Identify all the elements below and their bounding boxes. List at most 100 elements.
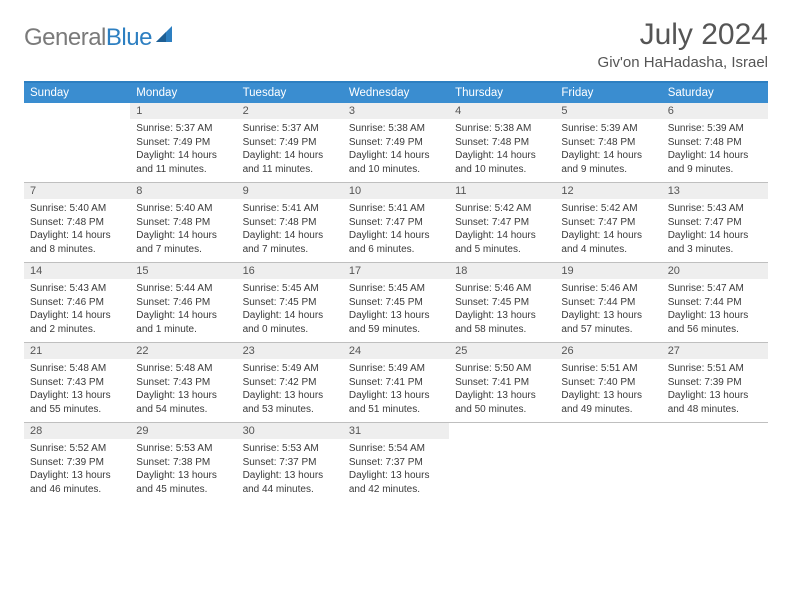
sunset-text: Sunset: 7:47 PM <box>455 216 549 230</box>
daylight-text: Daylight: 14 hours and 2 minutes. <box>30 309 124 336</box>
daylight-text: Daylight: 14 hours and 5 minutes. <box>455 229 549 256</box>
sunrise-text: Sunrise: 5:37 AM <box>136 122 230 136</box>
daylight-text: Daylight: 13 hours and 57 minutes. <box>561 309 655 336</box>
calendar-page: GeneralBlue July 2024 Giv'on HaHadasha, … <box>0 0 792 502</box>
day-number-cell: 22 <box>130 343 236 360</box>
sunrise-text: Sunrise: 5:51 AM <box>561 362 655 376</box>
brand-logo: GeneralBlue <box>24 24 178 52</box>
sunset-text: Sunset: 7:37 PM <box>243 456 337 470</box>
day-number-cell: 10 <box>343 183 449 200</box>
daylight-text: Daylight: 14 hours and 11 minutes. <box>243 149 337 176</box>
brand-part1: General <box>24 24 106 52</box>
day-content-cell: Sunrise: 5:50 AMSunset: 7:41 PMDaylight:… <box>449 359 555 423</box>
sunset-text: Sunset: 7:45 PM <box>243 296 337 310</box>
sunrise-text: Sunrise: 5:40 AM <box>136 202 230 216</box>
sunset-text: Sunset: 7:45 PM <box>455 296 549 310</box>
day-number-cell: 18 <box>449 263 555 280</box>
sunset-text: Sunset: 7:48 PM <box>561 136 655 150</box>
sunset-text: Sunset: 7:43 PM <box>136 376 230 390</box>
sunset-text: Sunset: 7:43 PM <box>30 376 124 390</box>
day-number-cell: 6 <box>662 103 768 119</box>
day-content-cell: Sunrise: 5:38 AMSunset: 7:48 PMDaylight:… <box>449 119 555 183</box>
day-number-cell: 9 <box>237 183 343 200</box>
weekday-header: Monday <box>130 83 236 103</box>
sunrise-text: Sunrise: 5:43 AM <box>668 202 762 216</box>
day-number-cell: 1 <box>130 103 236 119</box>
day-number-cell: 13 <box>662 183 768 200</box>
sunrise-text: Sunrise: 5:52 AM <box>30 442 124 456</box>
sunset-text: Sunset: 7:40 PM <box>561 376 655 390</box>
day-content-cell: Sunrise: 5:46 AMSunset: 7:45 PMDaylight:… <box>449 279 555 343</box>
daynum-row: 28293031 <box>24 423 768 440</box>
sunrise-text: Sunrise: 5:38 AM <box>455 122 549 136</box>
daylight-text: Daylight: 14 hours and 9 minutes. <box>668 149 762 176</box>
day-content-cell: Sunrise: 5:40 AMSunset: 7:48 PMDaylight:… <box>24 199 130 263</box>
day-content-cell: Sunrise: 5:45 AMSunset: 7:45 PMDaylight:… <box>343 279 449 343</box>
day-content-cell: Sunrise: 5:49 AMSunset: 7:41 PMDaylight:… <box>343 359 449 423</box>
daynum-row: 21222324252627 <box>24 343 768 360</box>
daylight-text: Daylight: 13 hours and 56 minutes. <box>668 309 762 336</box>
day-number-cell: 17 <box>343 263 449 280</box>
sunrise-text: Sunrise: 5:50 AM <box>455 362 549 376</box>
daynum-row: 78910111213 <box>24 183 768 200</box>
sunrise-text: Sunrise: 5:39 AM <box>561 122 655 136</box>
sunset-text: Sunset: 7:47 PM <box>349 216 443 230</box>
daylight-text: Daylight: 13 hours and 50 minutes. <box>455 389 549 416</box>
sunset-text: Sunset: 7:46 PM <box>30 296 124 310</box>
day-content-cell: Sunrise: 5:41 AMSunset: 7:47 PMDaylight:… <box>343 199 449 263</box>
day-number-cell: 11 <box>449 183 555 200</box>
day-content-cell: Sunrise: 5:53 AMSunset: 7:38 PMDaylight:… <box>130 439 236 502</box>
daylight-text: Daylight: 14 hours and 1 minute. <box>136 309 230 336</box>
sunset-text: Sunset: 7:45 PM <box>349 296 443 310</box>
day-content-cell <box>662 439 768 502</box>
sunset-text: Sunset: 7:42 PM <box>243 376 337 390</box>
sunset-text: Sunset: 7:48 PM <box>243 216 337 230</box>
day-number-cell: 8 <box>130 183 236 200</box>
weekday-header: Tuesday <box>237 83 343 103</box>
daylight-text: Daylight: 13 hours and 45 minutes. <box>136 469 230 496</box>
day-number-cell: 31 <box>343 423 449 440</box>
day-content-cell: Sunrise: 5:41 AMSunset: 7:48 PMDaylight:… <box>237 199 343 263</box>
daylight-text: Daylight: 13 hours and 48 minutes. <box>668 389 762 416</box>
location-label: Giv'on HaHadasha, Israel <box>598 54 768 71</box>
day-number-cell: 4 <box>449 103 555 119</box>
day-number-cell: 14 <box>24 263 130 280</box>
daynum-row: 123456 <box>24 103 768 119</box>
weekday-header-row: SundayMondayTuesdayWednesdayThursdayFrid… <box>24 83 768 103</box>
sunrise-text: Sunrise: 5:41 AM <box>349 202 443 216</box>
sunrise-text: Sunrise: 5:53 AM <box>136 442 230 456</box>
sunrise-text: Sunrise: 5:38 AM <box>349 122 443 136</box>
daylight-text: Daylight: 13 hours and 51 minutes. <box>349 389 443 416</box>
sunset-text: Sunset: 7:46 PM <box>136 296 230 310</box>
day-number-cell: 20 <box>662 263 768 280</box>
sunset-text: Sunset: 7:44 PM <box>668 296 762 310</box>
sunset-text: Sunset: 7:39 PM <box>30 456 124 470</box>
day-content-cell: Sunrise: 5:46 AMSunset: 7:44 PMDaylight:… <box>555 279 661 343</box>
sunrise-text: Sunrise: 5:42 AM <box>561 202 655 216</box>
day-content-cell: Sunrise: 5:37 AMSunset: 7:49 PMDaylight:… <box>130 119 236 183</box>
day-number-cell: 26 <box>555 343 661 360</box>
header: GeneralBlue July 2024 Giv'on HaHadasha, … <box>24 18 768 71</box>
sunrise-text: Sunrise: 5:48 AM <box>136 362 230 376</box>
daylight-text: Daylight: 13 hours and 46 minutes. <box>30 469 124 496</box>
day-number-cell: 23 <box>237 343 343 360</box>
day-content-cell: Sunrise: 5:45 AMSunset: 7:45 PMDaylight:… <box>237 279 343 343</box>
weekday-header: Saturday <box>662 83 768 103</box>
brand-sail-icon <box>154 23 178 51</box>
day-content-cell: Sunrise: 5:47 AMSunset: 7:44 PMDaylight:… <box>662 279 768 343</box>
daylight-text: Daylight: 13 hours and 59 minutes. <box>349 309 443 336</box>
day-content-cell: Sunrise: 5:54 AMSunset: 7:37 PMDaylight:… <box>343 439 449 502</box>
sunrise-text: Sunrise: 5:49 AM <box>243 362 337 376</box>
sunset-text: Sunset: 7:44 PM <box>561 296 655 310</box>
daynum-row: 14151617181920 <box>24 263 768 280</box>
day-content-cell: Sunrise: 5:38 AMSunset: 7:49 PMDaylight:… <box>343 119 449 183</box>
sunrise-text: Sunrise: 5:37 AM <box>243 122 337 136</box>
sunrise-text: Sunrise: 5:40 AM <box>30 202 124 216</box>
calendar-table: SundayMondayTuesdayWednesdayThursdayFrid… <box>24 83 768 502</box>
sunset-text: Sunset: 7:48 PM <box>455 136 549 150</box>
daylight-text: Daylight: 13 hours and 42 minutes. <box>349 469 443 496</box>
daylight-text: Daylight: 14 hours and 7 minutes. <box>243 229 337 256</box>
day-number-cell <box>662 423 768 440</box>
month-title: July 2024 <box>598 18 768 52</box>
day-number-cell: 21 <box>24 343 130 360</box>
